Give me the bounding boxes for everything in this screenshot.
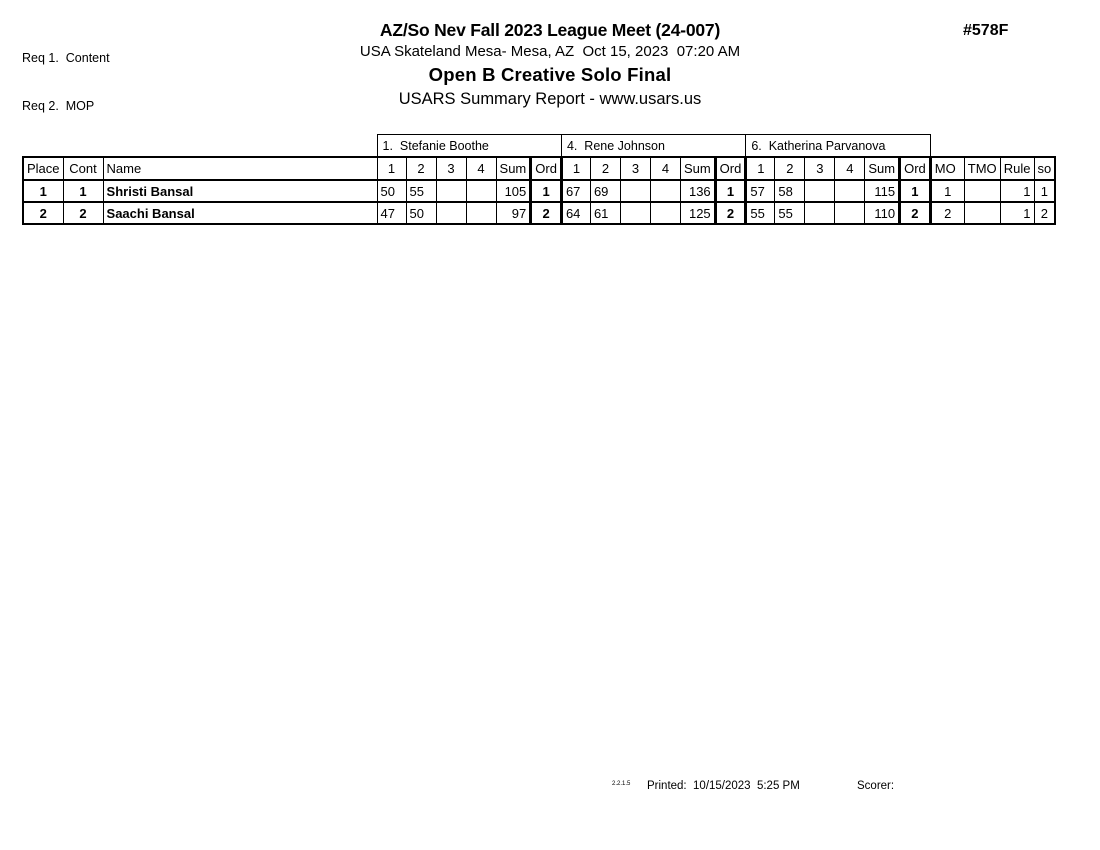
header-j2-1: 1 <box>560 156 591 181</box>
table-row: 2 2 Saachi Bansal 47 50 97 2 64 61 125 2… <box>21 201 1057 225</box>
score-cell: 67 <box>560 179 591 203</box>
event-title: Open B Creative Solo Final <box>428 64 672 85</box>
sum-cell: 125 <box>679 201 716 225</box>
header-j1-1: 1 <box>376 156 407 181</box>
band-spacer-right <box>930 135 1055 158</box>
header-j3-sum: Sum <box>864 156 901 181</box>
score-cell <box>465 179 497 203</box>
header-j2-ord: Ord <box>713 156 748 181</box>
sum-cell: 97 <box>495 201 532 225</box>
footer-version: 2.2.1.5 <box>612 781 631 787</box>
tmo-cell <box>963 201 1001 225</box>
score-cell: 57 <box>745 179 776 203</box>
req-line-2: Req 2. MOP <box>22 99 95 113</box>
score-cell <box>435 201 467 225</box>
header-j1-sum: Sum <box>495 156 532 181</box>
score-cell <box>804 201 836 225</box>
score-table: 1. Stefanie Boothe 4. Rene Johnson 6. Ka… <box>21 134 1057 225</box>
tmo-cell <box>963 179 1001 203</box>
ord-cell: 2 <box>898 201 932 225</box>
header-j3-1: 1 <box>745 156 776 181</box>
header-cont: Cont <box>62 156 104 181</box>
header-j1-3: 3 <box>435 156 467 181</box>
place-cell: 2 <box>21 201 64 225</box>
name-cell: Shristi Bansal <box>102 179 378 203</box>
name-cell: Saachi Bansal <box>102 201 378 225</box>
header-place: Place <box>21 156 64 181</box>
header-j2-2: 2 <box>589 156 621 181</box>
header-j3-4: 4 <box>834 156 866 181</box>
ord-cell: 1 <box>529 179 563 203</box>
cont-cell: 1 <box>62 179 104 203</box>
judge-2-name: 4. Rene Johnson <box>560 134 747 158</box>
score-cell <box>834 179 866 203</box>
header-j1-4: 4 <box>465 156 497 181</box>
score-cell <box>619 201 651 225</box>
ord-cell: 1 <box>713 179 748 203</box>
header-j3-3: 3 <box>804 156 836 181</box>
score-cell: 61 <box>589 201 621 225</box>
header-name: Name <box>102 156 378 181</box>
header-j1-ord: Ord <box>529 156 563 181</box>
score-cell: 50 <box>405 201 437 225</box>
score-cell: 69 <box>589 179 621 203</box>
score-cell <box>804 179 836 203</box>
footer-scorer-label: Scorer: <box>857 780 895 792</box>
header-j2-3: 3 <box>619 156 651 181</box>
mo-cell: 2 <box>929 201 965 225</box>
req-line-1: Req 1. Content <box>22 51 110 65</box>
sum-cell: 136 <box>679 179 716 203</box>
report-title: USARS Summary Report - www.usars.us <box>398 90 702 108</box>
rule-cell: 1 <box>999 201 1035 225</box>
column-header-row: Place Cont Name 1 2 3 4 Sum Ord 1 2 3 4 … <box>21 156 1057 181</box>
header-block: AZ/So Nev Fall 2023 League Meet (24-007)… <box>0 20 1100 109</box>
header-j1-2: 2 <box>405 156 437 181</box>
header-j3-2: 2 <box>774 156 806 181</box>
score-cell: 47 <box>376 201 407 225</box>
judges-band-row: 1. Stefanie Boothe 4. Rene Johnson 6. Ka… <box>23 134 1055 158</box>
cont-cell: 2 <box>62 201 104 225</box>
score-cell <box>435 179 467 203</box>
score-cell: 55 <box>405 179 437 203</box>
place-cell: 1 <box>21 179 64 203</box>
meet-title: AZ/So Nev Fall 2023 League Meet (24-007) <box>379 20 721 40</box>
judge-3-name: 6. Katherina Parvanova <box>745 134 931 158</box>
so-cell: 1 <box>1033 179 1057 203</box>
score-cell <box>649 179 681 203</box>
requirements-block: Req 1. Content Req 2. MOP <box>22 18 110 130</box>
header-j3-ord: Ord <box>898 156 932 181</box>
mo-cell: 1 <box>929 179 965 203</box>
score-cell: 64 <box>560 201 591 225</box>
results-table: 1. Stefanie Boothe 4. Rene Johnson 6. Ka… <box>21 134 1057 225</box>
score-cell: 55 <box>774 201 806 225</box>
band-spacer-left <box>23 135 377 158</box>
table-row: 1 1 Shristi Bansal 50 55 105 1 67 69 136… <box>21 179 1057 203</box>
score-cell: 50 <box>376 179 407 203</box>
rule-cell: 1 <box>999 179 1035 203</box>
sum-cell: 105 <box>495 179 532 203</box>
doc-number: #578F <box>963 22 1009 39</box>
header-mo: MO <box>929 156 965 181</box>
sum-cell: 115 <box>864 179 901 203</box>
score-cell <box>465 201 497 225</box>
so-cell: 2 <box>1033 201 1057 225</box>
meet-subtitle: USA Skateland Mesa- Mesa, AZ Oct 15, 202… <box>359 43 741 60</box>
header-tmo: TMO <box>963 156 1001 181</box>
header-rule: Rule <box>999 156 1035 181</box>
ord-cell: 1 <box>898 179 932 203</box>
score-cell: 55 <box>745 201 776 225</box>
judge-1-name: 1. Stefanie Boothe <box>376 134 562 158</box>
sum-cell: 110 <box>864 201 901 225</box>
ord-cell: 2 <box>529 201 563 225</box>
ord-cell: 2 <box>713 201 748 225</box>
header-j2-sum: Sum <box>679 156 716 181</box>
score-cell <box>649 201 681 225</box>
header-j2-4: 4 <box>649 156 681 181</box>
score-cell <box>619 179 651 203</box>
footer-printed: Printed: 10/15/2023 5:25 PM <box>647 780 800 792</box>
header-so: so <box>1033 156 1057 181</box>
score-cell: 58 <box>774 179 806 203</box>
score-cell <box>834 201 866 225</box>
